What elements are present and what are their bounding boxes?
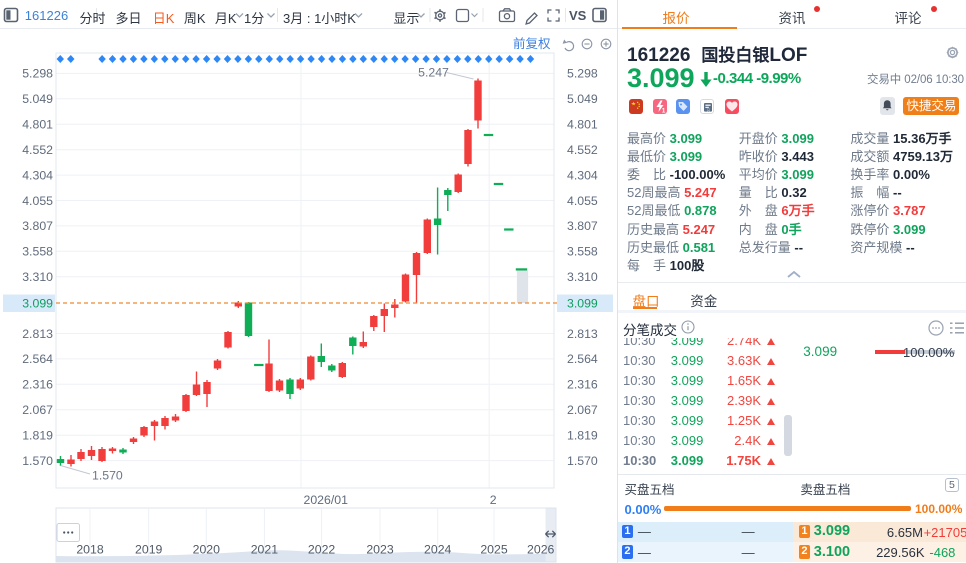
svg-text:2.316: 2.316 (567, 378, 598, 392)
svg-text:3.558: 3.558 (567, 245, 598, 259)
svg-text:3.099: 3.099 (22, 296, 53, 310)
svg-text:3.099: 3.099 (567, 296, 598, 310)
svg-text:2022: 2022 (308, 543, 336, 557)
svg-text:4.304: 4.304 (22, 168, 53, 182)
svg-text:2.316: 2.316 (22, 378, 53, 392)
svg-text:2020: 2020 (193, 543, 221, 557)
svg-text:2021: 2021 (251, 543, 279, 557)
svg-text:4.801: 4.801 (22, 118, 53, 132)
svg-text:4.552: 4.552 (22, 143, 53, 157)
svg-text:1.819: 1.819 (22, 429, 53, 443)
svg-text:2.564: 2.564 (22, 352, 53, 366)
svg-text:3.807: 3.807 (22, 219, 53, 233)
svg-text:4.055: 4.055 (567, 194, 598, 208)
svg-text:5.049: 5.049 (22, 92, 53, 106)
svg-text:4.304: 4.304 (567, 168, 598, 182)
svg-text:1.570: 1.570 (92, 469, 123, 483)
svg-text:2: 2 (490, 493, 497, 507)
svg-text:4.055: 4.055 (22, 194, 53, 208)
svg-text:5.247: 5.247 (418, 66, 449, 80)
svg-text:1.819: 1.819 (567, 429, 598, 443)
svg-text:2024: 2024 (424, 543, 452, 557)
svg-text:4.552: 4.552 (567, 143, 598, 157)
svg-text:前复权: 前复权 (513, 36, 551, 51)
svg-text:2.067: 2.067 (22, 403, 53, 417)
svg-text:2.813: 2.813 (567, 327, 598, 341)
svg-text:1: 1 (661, 107, 665, 114)
svg-text:2018: 2018 (76, 543, 104, 557)
svg-text:3.310: 3.310 (567, 270, 598, 284)
svg-text:2023: 2023 (366, 543, 394, 557)
svg-text:5.298: 5.298 (567, 67, 598, 81)
svg-text:3.807: 3.807 (567, 219, 598, 233)
svg-text:2026: 2026 (527, 543, 555, 557)
svg-text:2025: 2025 (480, 543, 508, 557)
svg-text:2.813: 2.813 (22, 327, 53, 341)
svg-text:2026/01: 2026/01 (304, 493, 349, 507)
svg-text:1.570: 1.570 (22, 454, 53, 468)
svg-text:1.570: 1.570 (567, 454, 598, 468)
svg-text:5.049: 5.049 (567, 92, 598, 106)
svg-text:4.801: 4.801 (567, 118, 598, 132)
svg-text:3.558: 3.558 (22, 245, 53, 259)
svg-text:2.067: 2.067 (567, 403, 598, 417)
svg-text:3.310: 3.310 (22, 270, 53, 284)
svg-text:5.298: 5.298 (22, 67, 53, 81)
svg-text:2019: 2019 (135, 543, 163, 557)
svg-text:2.564: 2.564 (567, 352, 598, 366)
